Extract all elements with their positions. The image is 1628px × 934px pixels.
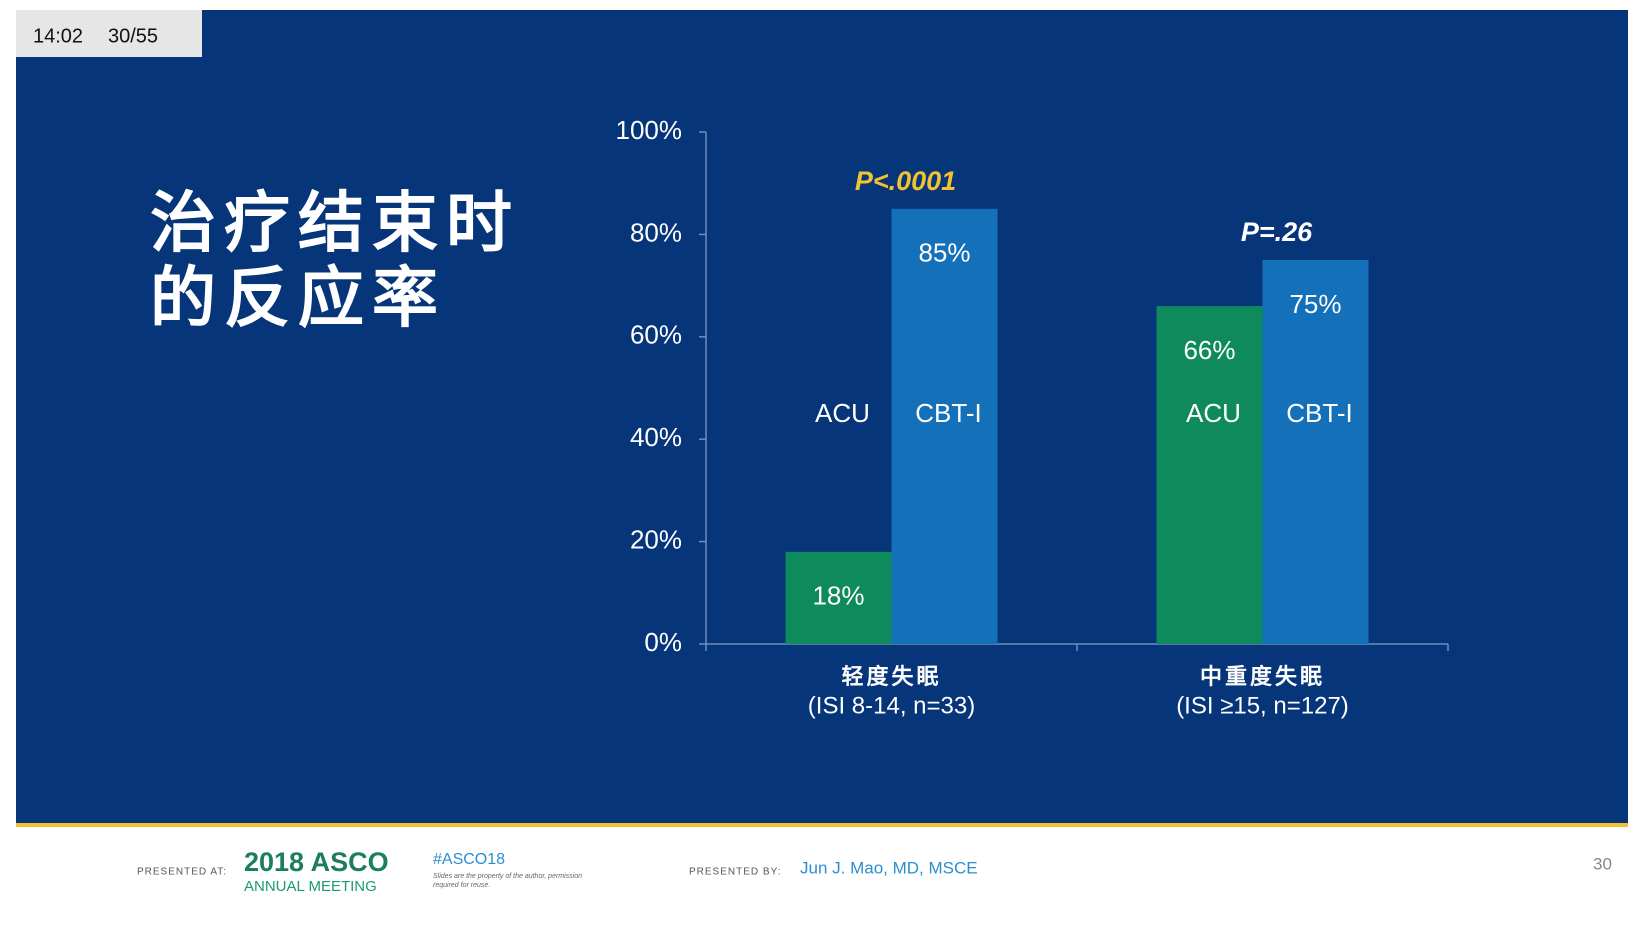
- chart: 0% 20% 40% 60% 80% 100% 18% ACU 85% CBT-I P<.0001 轻…: [616, 115, 1449, 719]
- footer-label: PRESENTED BY:: [689, 867, 781, 878]
- bar: [891, 208, 998, 645]
- overlay-time: 14:02: [33, 25, 83, 47]
- bar: [1156, 306, 1263, 644]
- asco-logo: 2018 ASCO: [244, 847, 389, 877]
- series-label: CBT-I: [1286, 398, 1352, 428]
- y-tick-label: 100%: [616, 115, 683, 145]
- x-tick-label: 中重度失眠: [1200, 664, 1325, 689]
- hashtag: #ASCO18: [433, 851, 505, 868]
- value-label: 85%: [918, 238, 970, 268]
- value-label: 66%: [1183, 335, 1235, 365]
- footer-label: PRESENTED AT:: [137, 867, 227, 878]
- y-tick-label: 40%: [630, 422, 682, 452]
- x-tick-label: 轻度失眠: [841, 664, 941, 689]
- p-value: P<.0001: [855, 166, 956, 196]
- presenter: Jun J. Mao, MD, MSCE: [800, 858, 978, 877]
- slide-title: 治疗结束时: [150, 185, 520, 259]
- overlay-box: [16, 10, 202, 57]
- series-label: ACU: [815, 398, 870, 428]
- slide-divider: [16, 823, 1628, 827]
- bar: [785, 551, 892, 644]
- y-tick-label: 80%: [630, 217, 682, 247]
- x-tick-note: (ISI ≥15, n=127): [1176, 692, 1349, 719]
- asco-meeting: ANNUAL MEETING: [244, 878, 377, 895]
- series-label: CBT-I: [915, 398, 981, 428]
- x-tick-note: (ISI 8-14, n=33): [808, 692, 975, 719]
- y-tick-label: 0%: [644, 627, 682, 657]
- value-label: 75%: [1289, 289, 1341, 319]
- y-tick-label: 20%: [630, 524, 682, 554]
- page-number: 30: [1593, 854, 1612, 873]
- series-label: ACU: [1186, 398, 1241, 428]
- disclaimer: Slides are the property of the author, p…: [433, 873, 583, 889]
- p-value: P=.26: [1241, 217, 1313, 247]
- slide-title: 的反应率: [150, 260, 446, 334]
- bar: [1262, 260, 1369, 644]
- overlay-position: 30/55: [108, 25, 158, 47]
- y-tick-label: 60%: [630, 320, 682, 350]
- disclaimer-box: Slides are the property of the author, p…: [433, 873, 583, 889]
- value-label: 18%: [812, 581, 864, 611]
